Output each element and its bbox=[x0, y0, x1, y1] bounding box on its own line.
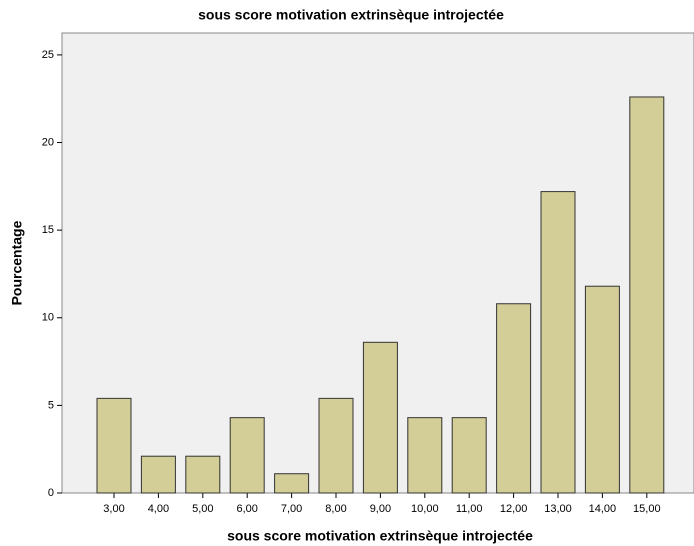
bar bbox=[185, 455, 221, 494]
bar bbox=[274, 473, 310, 494]
x-tick-label: 12,00 bbox=[500, 503, 528, 515]
x-axis-label: sous score motivation extrinsèque introj… bbox=[227, 528, 533, 544]
bar bbox=[496, 303, 532, 494]
bar bbox=[229, 417, 265, 494]
y-tick-label: 25 bbox=[42, 49, 54, 61]
bar bbox=[407, 417, 443, 494]
x-tick-label: 13,00 bbox=[544, 503, 572, 515]
bar bbox=[318, 397, 354, 494]
bar bbox=[451, 417, 487, 494]
x-tick-label: 11,00 bbox=[456, 503, 483, 515]
bar bbox=[629, 96, 665, 494]
y-tick-label: 20 bbox=[42, 136, 54, 148]
y-tick-label: 15 bbox=[42, 224, 54, 236]
y-tick-label: 5 bbox=[48, 399, 54, 411]
x-tick-label: 5,00 bbox=[192, 503, 213, 515]
x-tick-label: 6,00 bbox=[236, 503, 257, 515]
chart-title: sous score motivation extrinsèque introj… bbox=[198, 7, 504, 23]
y-tick-label: 10 bbox=[42, 312, 54, 324]
bar bbox=[584, 285, 620, 494]
x-tick-label: 3,00 bbox=[103, 503, 124, 515]
x-tick-label: 7,00 bbox=[281, 503, 302, 515]
x-tick-label: 8,00 bbox=[325, 503, 346, 515]
bar bbox=[96, 397, 132, 494]
bar bbox=[540, 191, 576, 494]
bar bbox=[140, 455, 176, 494]
x-tick-label: 10,00 bbox=[411, 503, 439, 515]
x-tick-label: 9,00 bbox=[370, 503, 391, 515]
y-tick-label: 0 bbox=[48, 487, 54, 499]
bar bbox=[362, 341, 398, 494]
x-tick-label: 14,00 bbox=[589, 503, 617, 515]
y-axis-label: Pourcentage bbox=[9, 220, 25, 305]
x-tick-label: 4,00 bbox=[148, 503, 169, 515]
x-tick-label: 15,00 bbox=[633, 503, 661, 515]
